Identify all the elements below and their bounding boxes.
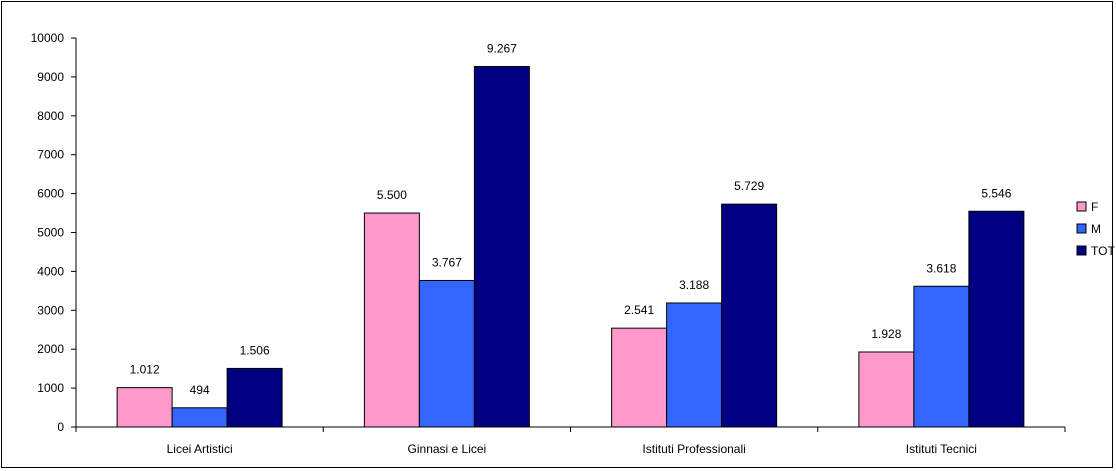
bar xyxy=(171,407,228,428)
bar-value-label: 3.767 xyxy=(432,255,462,269)
bar-value-label: 5.500 xyxy=(377,188,407,202)
legend-swatch xyxy=(1076,223,1087,234)
y-tick-label: 8000 xyxy=(37,109,64,123)
x-category-label: Istituti Professionali xyxy=(642,442,745,456)
bar xyxy=(858,351,915,428)
bar xyxy=(418,279,475,428)
y-tick-label: 3000 xyxy=(37,303,64,317)
legend-swatch xyxy=(1076,201,1087,212)
x-category-label: Ginnasi e Licei xyxy=(408,442,487,456)
bar-value-label: 3.618 xyxy=(926,261,956,275)
legend-label: M xyxy=(1091,222,1101,236)
legend-label: TOT xyxy=(1091,244,1115,258)
bar-value-label: 5.729 xyxy=(734,179,764,193)
bar-value-label: 3.188 xyxy=(679,278,709,292)
x-category-label: Istituti Tecnici xyxy=(906,442,977,456)
y-tick-label: 5000 xyxy=(37,226,64,240)
y-tick-label: 4000 xyxy=(37,264,64,278)
bar-value-label: 5.546 xyxy=(981,186,1011,200)
y-tick-label: 9000 xyxy=(37,70,64,84)
y-tick-label: 6000 xyxy=(37,187,64,201)
bar xyxy=(666,302,723,428)
legend-swatch xyxy=(1076,245,1087,256)
bar xyxy=(968,210,1025,428)
y-tick-label: 0 xyxy=(57,420,64,434)
bar-value-label: 1.506 xyxy=(240,343,270,357)
bar xyxy=(913,285,970,428)
bar-value-label: 2.541 xyxy=(624,303,654,317)
bar xyxy=(473,66,530,428)
legend: FM TOT xyxy=(1076,200,1115,258)
bar-value-label: 1.012 xyxy=(130,363,160,377)
y-tick-label: 10000 xyxy=(31,31,65,45)
bar xyxy=(226,367,283,428)
bar-value-label: 494 xyxy=(190,383,210,397)
bar xyxy=(721,203,778,428)
x-category-label: Licei Artistici xyxy=(167,442,233,456)
y-tick-label: 2000 xyxy=(37,342,64,356)
bars xyxy=(116,66,1025,428)
bar-value-label: 9.267 xyxy=(487,42,517,56)
legend-label: F xyxy=(1091,200,1098,214)
bar-value-label: 1.928 xyxy=(871,327,901,341)
y-tick-label: 7000 xyxy=(37,148,64,162)
data-labels: 1.012 494 1.506 5.500 3.767 9.267 2.541 3.188 5.… xyxy=(130,42,1012,397)
y-tick-label: 1000 xyxy=(37,381,64,395)
bar xyxy=(116,387,173,428)
bar xyxy=(363,212,420,428)
bar xyxy=(611,327,668,428)
